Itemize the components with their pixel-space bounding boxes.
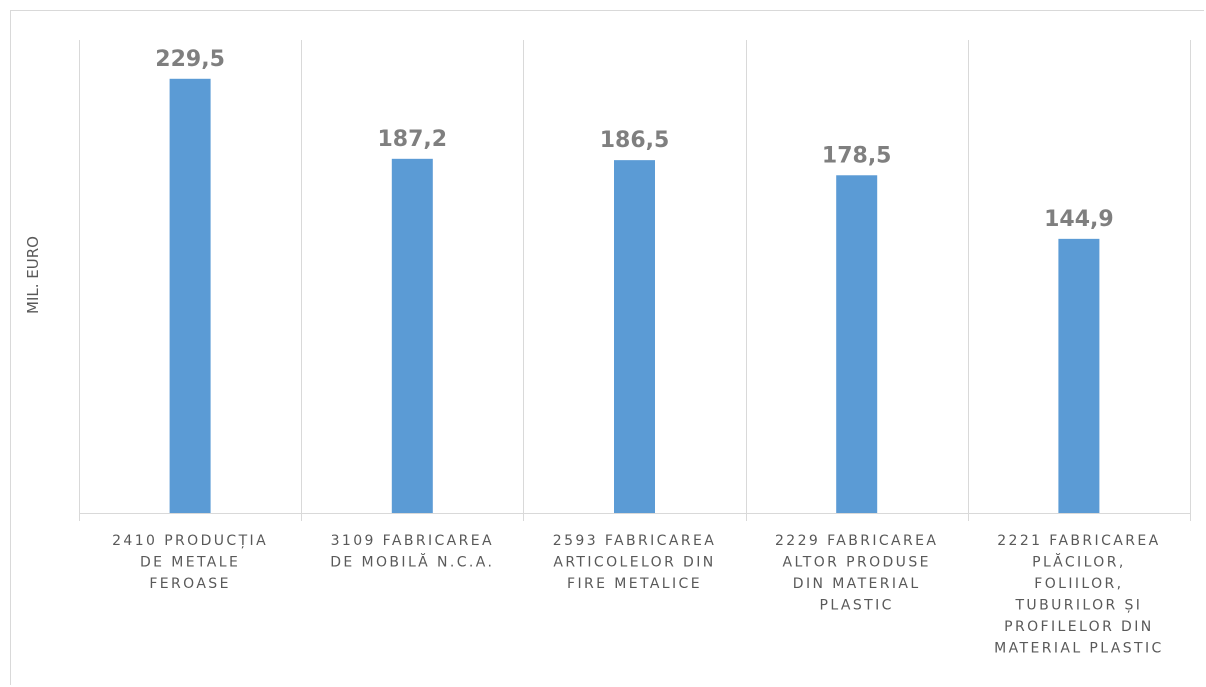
bar-2 xyxy=(391,158,433,513)
bars xyxy=(169,78,1100,514)
data-label-3: 186,5 xyxy=(600,128,670,153)
category-labels: 2410 PRODUCȚIA DE METALE FEROASE 3109 FABRI… xyxy=(112,533,1164,657)
bar-3 xyxy=(614,160,655,513)
bar-1 xyxy=(169,78,211,513)
category-label-3: 2593 FABRICAREA ARTICOLELOR DIN FIRE METAL… xyxy=(553,533,716,592)
bar-5 xyxy=(1058,238,1100,514)
category-label-5: 2221 FABRICAREA PLĂCILOR, FOLIILOR, TUBURIL… xyxy=(994,533,1164,657)
data-labels: 229,5 187,2 186,5 178,5 144,9 xyxy=(155,47,1113,232)
y-axis-title: MIL. EURO xyxy=(24,236,42,314)
category-label-2: 3109 FABRICAREA DE MOBILĂ N.C.A. xyxy=(330,533,494,571)
bar-4 xyxy=(836,175,878,513)
data-label-5: 144,9 xyxy=(1044,207,1114,232)
data-label-2: 187,2 xyxy=(378,127,448,152)
data-label-1: 229,5 xyxy=(155,47,225,72)
category-label-4: 2229 FABRICAREA ALTOR PRODUSE DIN MATERIAL… xyxy=(775,533,938,614)
data-label-4: 178,5 xyxy=(822,143,892,168)
chart-area xyxy=(10,10,1204,685)
gridlines xyxy=(79,40,1191,521)
category-label-1: 2410 PRODUCȚIA DE METALE FEROASE xyxy=(112,533,268,592)
